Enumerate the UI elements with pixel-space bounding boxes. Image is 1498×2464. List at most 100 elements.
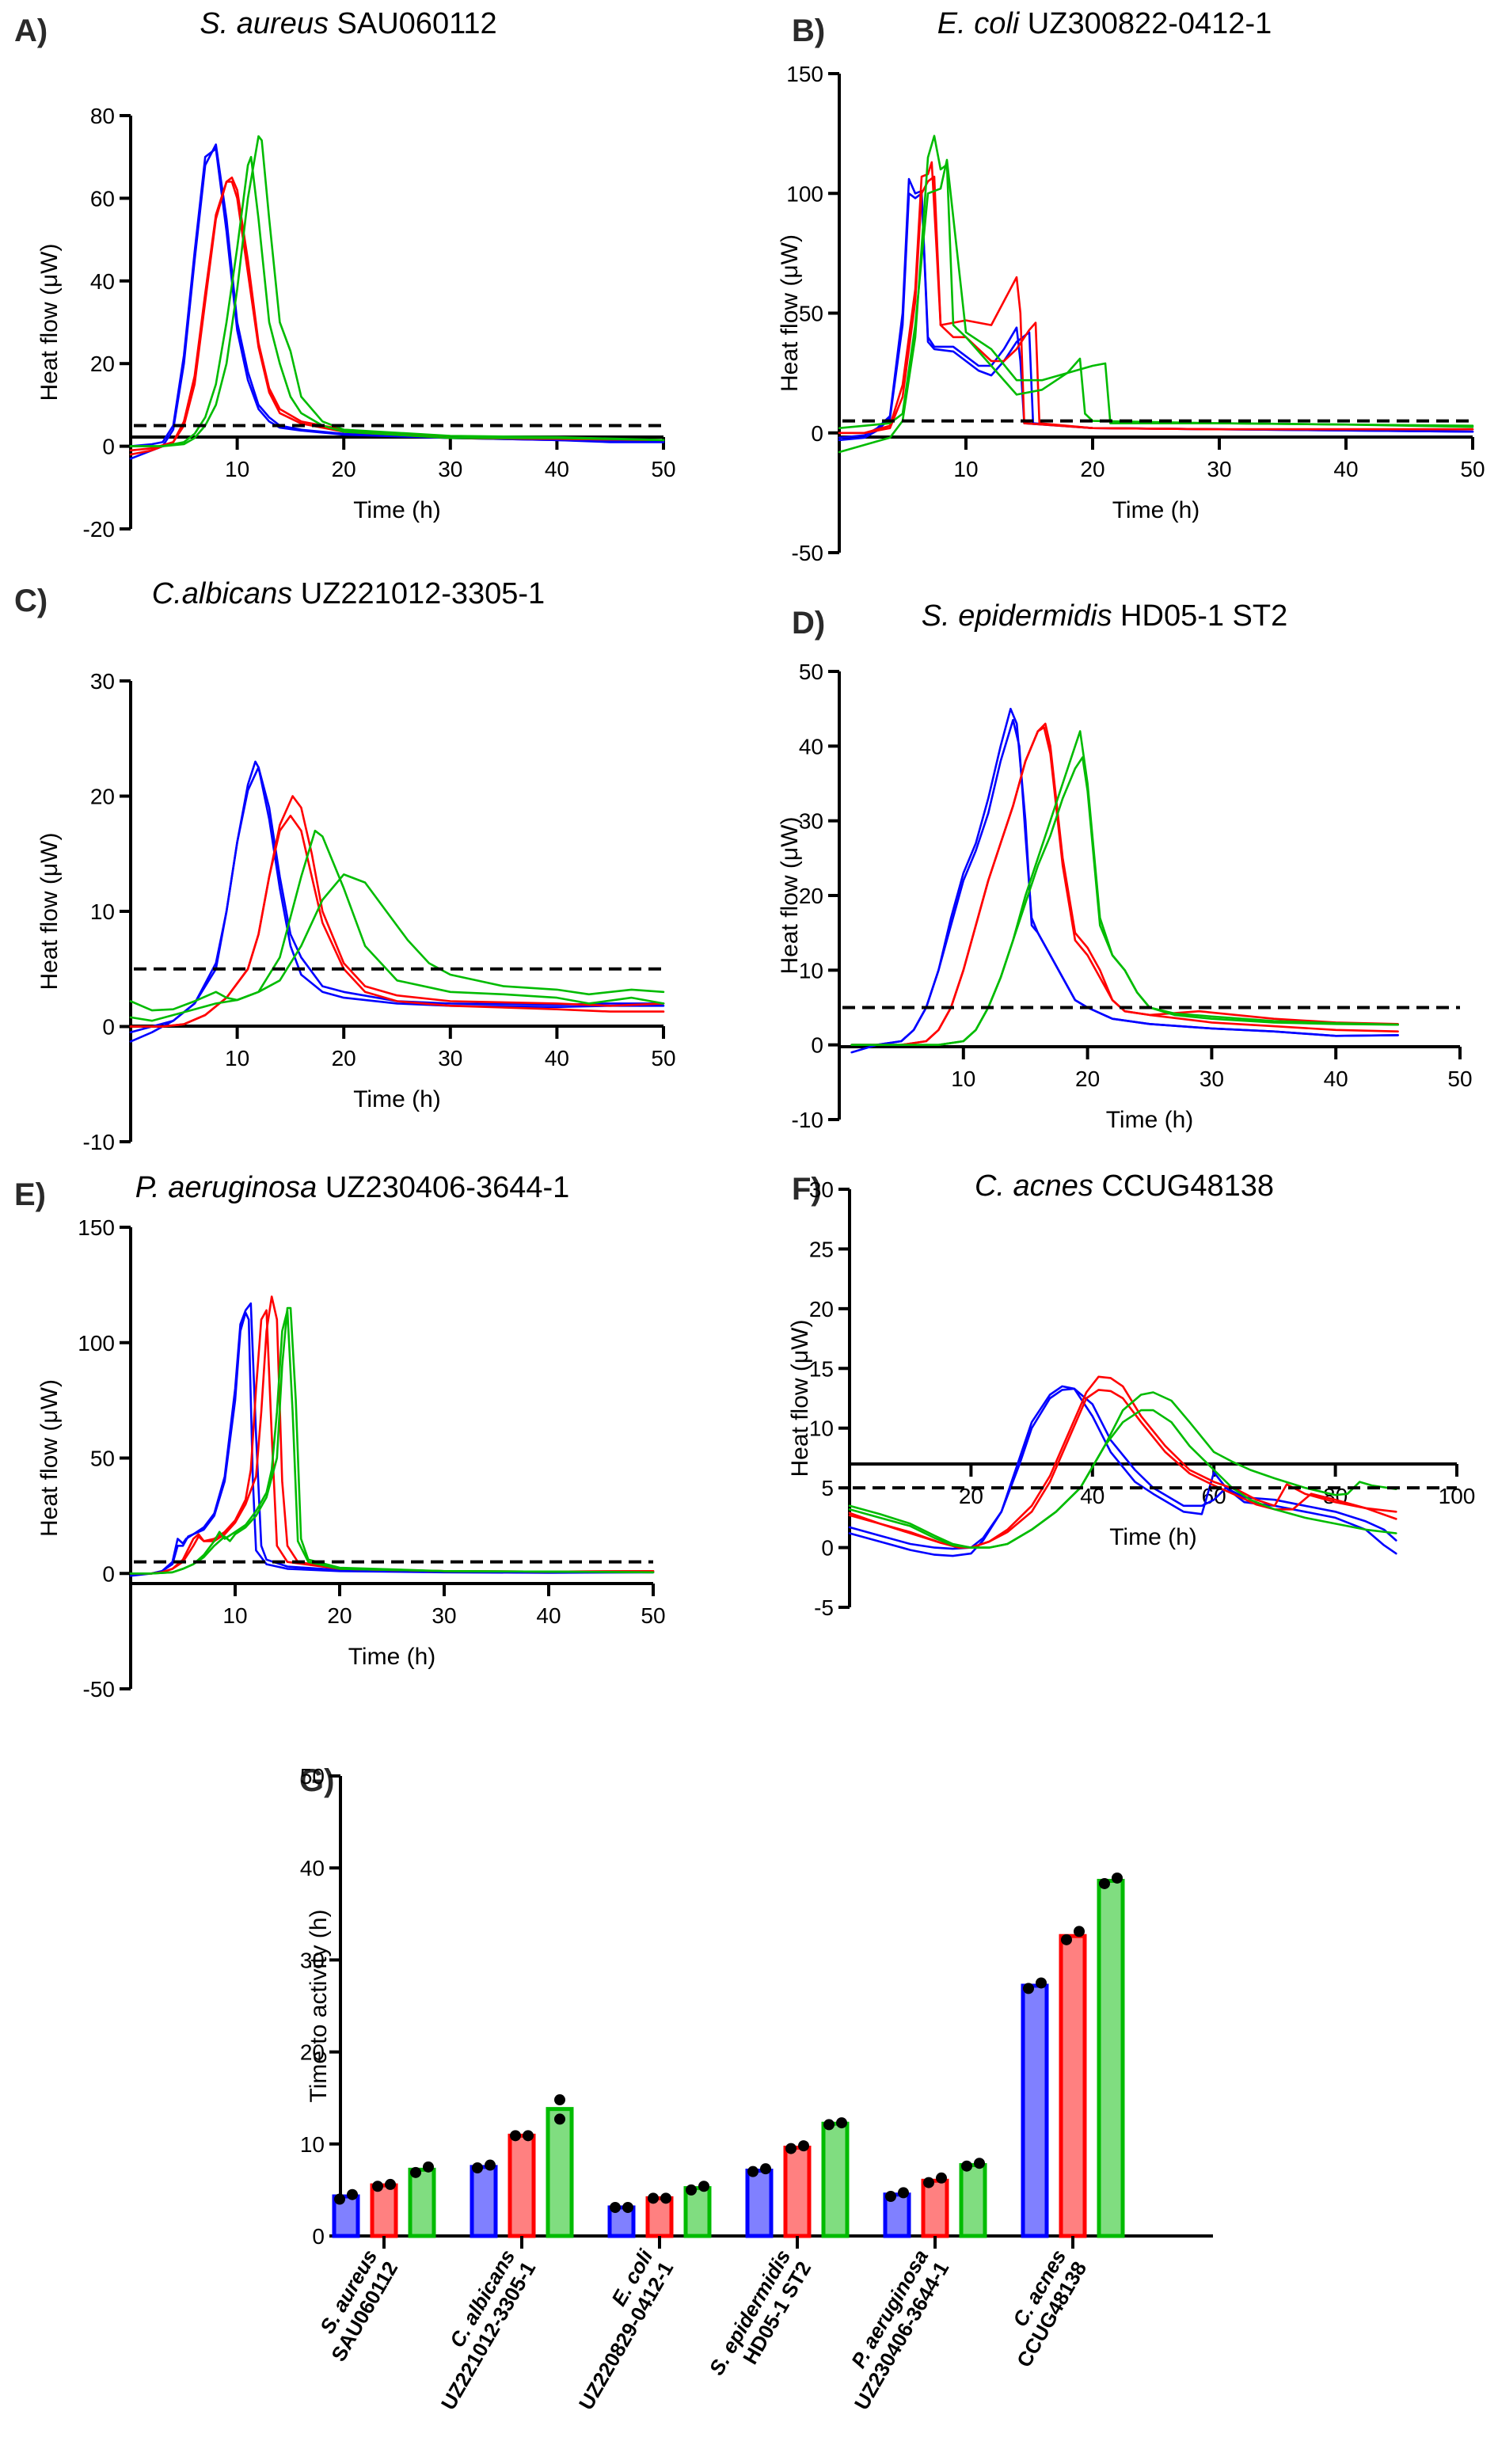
data-point — [836, 2117, 847, 2129]
data-point — [1112, 1872, 1123, 1884]
x-tick-label: 10 — [225, 1046, 249, 1070]
y-tick-label: 30 — [300, 1948, 325, 1972]
chart-title: S. epidermidis HD05-1 ST2 — [922, 599, 1288, 633]
y-tick-label: 50 — [799, 660, 823, 684]
series-line-green-1 — [129, 155, 665, 447]
bar-green[interactable] — [408, 2167, 436, 2238]
series-line-red-1 — [850, 722, 1399, 1046]
y-tick-label: 5 — [821, 1476, 834, 1500]
y-tick-label: 20 — [90, 785, 115, 809]
bar-red[interactable] — [921, 2178, 949, 2238]
y-tick-label: -5 — [814, 1595, 834, 1620]
y-tick-label: 0 — [312, 2224, 325, 2249]
data-point — [622, 2201, 633, 2213]
series-line-green-2 — [848, 1409, 1397, 1549]
y-axis-label: Heat flow (μW) — [36, 833, 63, 991]
panel-label: D) — [792, 606, 825, 641]
series-line-green-1 — [129, 829, 665, 1012]
y-tick-label: 30 — [809, 1177, 834, 1202]
bar-green[interactable] — [821, 2121, 850, 2238]
y-tick-label: 50 — [799, 302, 823, 326]
x-tick-label: 30 — [1207, 457, 1231, 481]
data-point — [747, 2166, 759, 2177]
x-tick-label: 20 — [1080, 457, 1104, 481]
bar-blue[interactable] — [745, 2168, 774, 2238]
title-species: C. acnes — [975, 1169, 1093, 1203]
y-tick-label: 60 — [90, 186, 115, 211]
y-tick-label: -50 — [792, 541, 823, 565]
data-point — [698, 2181, 709, 2192]
y-axis-label: Time to activity (h) — [306, 1910, 332, 2103]
bar-blue[interactable] — [470, 2165, 498, 2238]
y-tick-label: 30 — [90, 669, 115, 694]
series-line-red-1 — [848, 1375, 1397, 1549]
series-line-green-2 — [129, 1306, 655, 1575]
y-tick-label: 20 — [90, 352, 115, 376]
title-species: S. epidermidis — [922, 599, 1112, 633]
bar-red[interactable] — [1059, 1934, 1087, 2238]
bar-green[interactable] — [959, 2163, 987, 2238]
bar-red[interactable] — [508, 2133, 536, 2238]
bar-green[interactable] — [683, 2186, 712, 2238]
panel-label: B) — [792, 13, 825, 48]
bar-green[interactable] — [1097, 1878, 1125, 2238]
panel-label: F) — [792, 1172, 822, 1207]
data-point — [798, 2140, 809, 2152]
panel-label: G) — [299, 1763, 334, 1798]
series-line-blue-2 — [850, 718, 1399, 1046]
x-tick-label: 50 — [1447, 1067, 1472, 1091]
data-point — [760, 2163, 771, 2175]
bar-red[interactable] — [783, 2145, 812, 2238]
y-tick-label: 20 — [809, 1297, 834, 1321]
title-species: C.albicans — [152, 577, 292, 610]
series-line-green-1 — [838, 135, 1474, 454]
panel-label: E) — [14, 1177, 46, 1212]
x-tick-label: 40 — [1324, 1067, 1348, 1091]
title-species: E. coli — [937, 7, 1021, 40]
series-line-green-2 — [850, 756, 1399, 1046]
bar-blue[interactable] — [1021, 1983, 1049, 2238]
data-point — [1061, 1934, 1072, 1945]
bar-blue[interactable] — [883, 2192, 911, 2238]
x-axis-label: Time (h) — [1109, 1524, 1197, 1550]
y-tick-label: 30 — [799, 809, 823, 834]
y-axis-label: Heat flow (μW) — [777, 817, 803, 975]
data-point — [923, 2177, 934, 2188]
x-tick-label: 10 — [222, 1603, 247, 1628]
y-tick-label: 10 — [799, 958, 823, 983]
series-line-red-2 — [129, 814, 665, 1028]
y-axis-label: Heat flow (μW) — [36, 244, 63, 401]
y-tick-label: 15 — [809, 1356, 834, 1381]
panel-d: D) S. epidermidis HD05-1 ST2 -10 0 10 20 30 40 5… — [777, 599, 1473, 1133]
panel-a: A) S. aureus SAU060112 -20 0 20 40 60 80 10 20 30 4… — [14, 7, 676, 542]
chart-title: C.albicans UZ221012-3305-1 — [152, 577, 545, 610]
y-tick-label: 20 — [799, 884, 823, 908]
x-tick-label: 50 — [1460, 457, 1485, 481]
x-tick-label: 50 — [641, 1603, 665, 1628]
y-tick-label: -50 — [83, 1677, 115, 1702]
series-line-green-1 — [850, 730, 1399, 1046]
series-line-red-1 — [129, 177, 665, 452]
panel-b: B) E. coli UZ300822-0412-1 -50 0 50 100 150 10 2… — [777, 7, 1485, 565]
bar-red[interactable] — [645, 2196, 674, 2238]
x-tick-label: 50 — [651, 457, 675, 481]
chart-title: P. aeruginosa UZ230406-3644-1 — [135, 1171, 570, 1204]
data-point — [610, 2201, 621, 2213]
x-tick-label: 20 — [332, 1046, 356, 1070]
panel-label: A) — [14, 13, 48, 48]
x-axis-label: Time (h) — [353, 497, 441, 523]
x-tick-label: 20 — [332, 457, 356, 481]
data-point — [1099, 1877, 1110, 1889]
bar-red[interactable] — [370, 2183, 398, 2238]
data-point — [648, 2192, 659, 2204]
series-line-green-1 — [129, 1309, 655, 1575]
bar-green[interactable] — [546, 2107, 574, 2238]
y-tick-label: 0 — [102, 435, 115, 459]
